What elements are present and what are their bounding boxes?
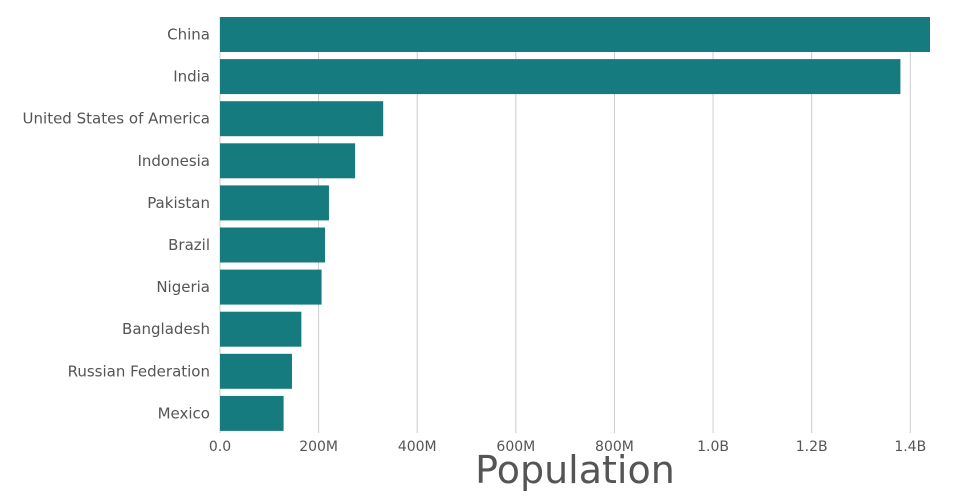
x-axis-title: Population [475, 448, 675, 492]
bars [220, 17, 930, 431]
bar [220, 59, 901, 95]
bar [220, 311, 302, 347]
category-label: Russian Federation [68, 362, 210, 380]
x-tick-label: 1.4B [894, 439, 926, 455]
category-label: China [167, 26, 210, 44]
bar [220, 227, 326, 263]
category-label: Nigeria [156, 278, 210, 296]
bar [220, 185, 329, 221]
bar [220, 395, 284, 431]
x-tick-label: 400M [398, 439, 437, 455]
bar [220, 143, 356, 179]
x-tick-label: 600M [496, 439, 535, 455]
x-tick-label: 1.0B [697, 439, 729, 455]
bar [220, 17, 930, 52]
category-label: Mexico [158, 404, 210, 422]
bar [220, 101, 384, 137]
bar [220, 353, 292, 389]
x-tick-labels: 0.0 200M 400M 600M 800M 1.0B 1.2B 1.4B [209, 439, 926, 455]
category-label: United States of America [23, 110, 210, 128]
bar [220, 269, 322, 305]
category-label: Pakistan [147, 194, 210, 212]
x-tick-label: 0.0 [209, 439, 231, 455]
category-label: Brazil [168, 236, 210, 254]
category-label: Indonesia [137, 152, 210, 170]
x-tick-label: 200M [299, 439, 338, 455]
category-label: India [173, 68, 210, 86]
category-labels: China India United States of America Indone… [23, 26, 210, 423]
category-label: Bangladesh [122, 320, 210, 338]
x-tick-label: 1.2B [796, 439, 828, 455]
x-tick-label: 800M [595, 439, 634, 455]
